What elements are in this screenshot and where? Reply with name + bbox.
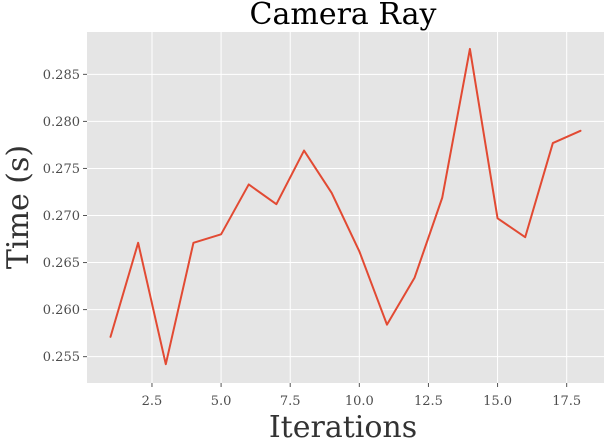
data-point (192, 242, 194, 244)
data-point (552, 142, 554, 144)
data-point (275, 203, 277, 205)
data-point (248, 183, 250, 185)
plot-area (87, 32, 604, 383)
y-axis-label: Time (s) (1, 145, 36, 269)
data-point (303, 150, 305, 152)
x-tick-label: 7.5 (280, 394, 301, 409)
x-tick-label: 15.0 (483, 394, 512, 409)
y-tick-label: 0.270 (43, 209, 80, 224)
data-point (469, 48, 471, 50)
data-point (165, 363, 167, 365)
data-point (497, 217, 499, 219)
x-tick-label: 2.5 (142, 394, 163, 409)
grid-lines (87, 32, 604, 383)
x-tick-label: 17.5 (552, 394, 581, 409)
y-axis-ticks: 0.255 0.260 0.265 0.270 0.275 0.280 0.285 (43, 68, 87, 365)
data-point (137, 242, 139, 244)
data-point (220, 233, 222, 235)
data-point (414, 277, 416, 279)
data-point (331, 192, 333, 194)
chart-title: Camera Ray (250, 0, 437, 32)
data-point (358, 250, 360, 252)
x-tick-label: 10.0 (345, 394, 374, 409)
y-tick-label: 0.265 (43, 256, 80, 271)
series-layer (109, 47, 582, 366)
x-tick-label: 5.0 (211, 394, 232, 409)
data-point (386, 324, 388, 326)
x-axis-ticks: 2.5 5.0 7.5 10.0 12.5 15.0 17.5 (142, 383, 581, 409)
y-tick-label: 0.260 (43, 303, 80, 318)
data-point (441, 197, 443, 199)
y-tick-label: 0.285 (43, 68, 80, 83)
series-line (109, 47, 582, 366)
y-tick-label: 0.280 (43, 115, 80, 130)
x-tick-label: 12.5 (414, 394, 443, 409)
y-tick-label: 0.255 (43, 350, 80, 365)
data-point (110, 336, 112, 338)
x-axis-label: Iterations (269, 410, 417, 444)
data-point (524, 236, 526, 238)
y-tick-label: 0.275 (43, 162, 80, 177)
data-point (580, 130, 582, 132)
